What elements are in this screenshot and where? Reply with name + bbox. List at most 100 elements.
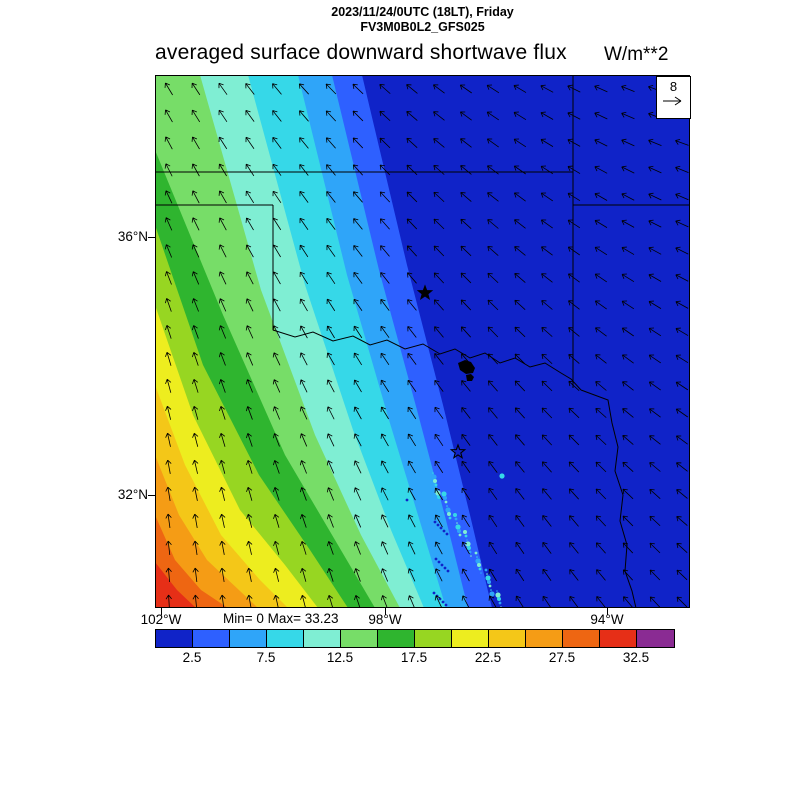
wind-arrow <box>245 271 254 285</box>
wind-arrow <box>380 568 389 582</box>
wind-arrow <box>406 218 418 230</box>
plot-units-label: W/m**2 <box>604 44 669 65</box>
wind-arrow <box>353 433 362 447</box>
wind-arrow <box>460 272 472 284</box>
wind-reference-value: 8 <box>669 79 678 94</box>
wind-arrow <box>434 568 443 582</box>
wind-arrow <box>621 219 635 228</box>
wind-arrow <box>568 300 580 310</box>
wind-arrow <box>488 407 498 419</box>
wind-arrow <box>459 111 472 121</box>
wind-arrow <box>164 244 173 258</box>
wind-arrow <box>326 433 335 447</box>
wind-arrow <box>219 459 226 474</box>
wind-arrow <box>218 82 228 95</box>
wind-arrow <box>353 514 362 528</box>
wind-arrow <box>622 461 634 472</box>
wind-arrow <box>246 567 253 582</box>
wind-arrow <box>245 190 255 204</box>
wind-arrow <box>380 379 390 393</box>
cloud-speckle <box>486 573 488 575</box>
wind-arrow <box>675 381 689 391</box>
wind-arrow <box>648 246 662 255</box>
wind-arrow <box>513 192 526 202</box>
wind-arrow <box>165 405 172 420</box>
wind-arrow <box>406 245 417 257</box>
wind-arrow <box>326 244 336 257</box>
colorbar-cell <box>267 630 304 647</box>
wind-arrow <box>649 435 661 445</box>
wind-arrow <box>245 217 254 231</box>
wind-arrow <box>272 352 281 366</box>
wind-arrow <box>461 380 471 392</box>
wind-arrow <box>325 83 337 95</box>
wind-arrow <box>327 568 334 582</box>
wind-arrow <box>326 514 334 528</box>
wind-arrow <box>164 298 172 312</box>
wind-arrow <box>380 487 389 501</box>
wind-arrow <box>300 594 307 608</box>
wind-arrow <box>541 326 553 337</box>
wind-arrow <box>165 513 172 528</box>
wind-arrow <box>675 165 689 173</box>
wind-arrow <box>460 299 472 311</box>
wind-arrow <box>434 433 444 447</box>
wind-arrow <box>245 325 254 339</box>
cloud-speckle <box>447 512 451 516</box>
cloud-speckle <box>441 600 445 604</box>
colorbar <box>155 629 675 648</box>
colorbar-cell <box>600 630 637 647</box>
lon-label: 94°W <box>590 612 624 627</box>
wind-arrow <box>379 83 391 94</box>
wind-arrow <box>675 300 689 309</box>
cloud-speckle <box>485 575 491 581</box>
wind-arrow <box>541 353 553 365</box>
wind-arrow <box>622 408 634 418</box>
wind-arrow <box>621 192 635 201</box>
wind-arrow <box>596 596 606 608</box>
cloud-speckle <box>443 566 447 570</box>
wind-arrow <box>514 407 525 419</box>
wind-arrow <box>460 218 472 229</box>
cloud-speckle <box>439 526 443 530</box>
wind-arrow <box>164 163 173 177</box>
wind-arrow <box>272 163 282 176</box>
wind-arrow <box>325 110 337 122</box>
wind-arrow <box>488 568 497 582</box>
wind-arrow <box>461 407 471 419</box>
wind-arrow <box>542 568 552 581</box>
wind-arrow <box>487 219 499 229</box>
wind-arrow <box>352 137 364 149</box>
wind-arrow <box>380 245 390 257</box>
wind-arrow <box>299 433 308 447</box>
cloud-speckle <box>466 539 468 541</box>
wind-arrow <box>272 298 281 312</box>
wind-arrow <box>594 165 608 174</box>
wind-arrow <box>594 273 608 283</box>
wind-arrow <box>191 190 200 204</box>
wind-arrow <box>380 460 389 474</box>
wind-arrow <box>514 299 526 310</box>
wind-arrow <box>407 299 417 311</box>
wind-arrow <box>325 137 336 149</box>
wind-arrow <box>434 514 443 528</box>
cloud-speckle <box>474 551 478 555</box>
cloud-speckle <box>434 483 438 487</box>
cloud-speckle <box>458 533 462 537</box>
wind-arrow <box>191 271 200 285</box>
wind-arrow <box>407 406 417 420</box>
wind-arrow <box>622 435 634 445</box>
wind-reference-arrow-icon <box>663 96 682 106</box>
wind-arrow <box>595 488 607 500</box>
wind-arrow <box>406 111 418 121</box>
wind-arrow <box>542 488 552 500</box>
cloud-speckle <box>475 558 481 564</box>
wind-arrow <box>272 460 280 474</box>
cloud-speckle <box>440 563 444 567</box>
wind-arrow <box>380 325 390 338</box>
wind-arrow <box>407 433 417 447</box>
header-datetime: 2023/11/24/0UTC (18LT), Friday <box>331 5 514 19</box>
cloud-speckle <box>446 505 448 507</box>
wind-arrow <box>515 461 525 473</box>
wind-arrow <box>675 354 689 364</box>
